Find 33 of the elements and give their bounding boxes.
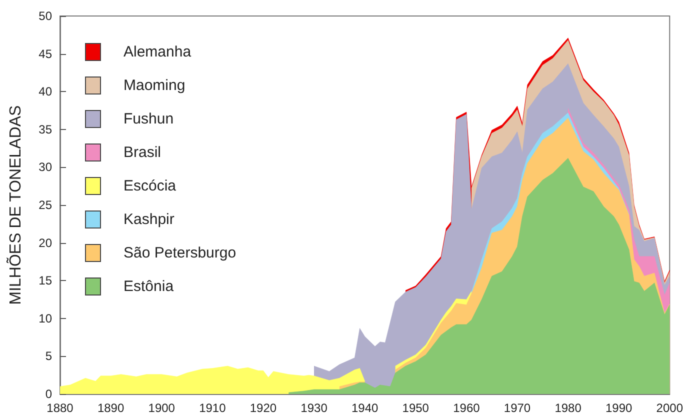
x-tick-label: 1910 <box>199 401 226 415</box>
x-tick-label: 1960 <box>453 401 480 415</box>
x-tick-label: 1880 <box>46 401 74 415</box>
x-tick-label: 1970 <box>504 401 531 415</box>
legend-label: Alemanha <box>124 44 192 60</box>
x-tick-label: 1900 <box>148 401 176 415</box>
y-tick-label: 50 <box>38 9 52 23</box>
x-tick-label: 1930 <box>300 401 328 415</box>
x-tick-label: 1950 <box>402 401 430 415</box>
y-axis-title: MILHÕES DE TONELADAS <box>6 105 24 305</box>
legend-label: Estônia <box>124 278 174 295</box>
x-tick-label: 2000 <box>656 401 684 415</box>
legend-label: Brasil <box>124 144 162 161</box>
y-tick-label: 20 <box>38 236 52 250</box>
y-tick-label: 10 <box>38 311 52 326</box>
legend-label: Escócia <box>124 178 177 194</box>
y-tick-label: 15 <box>38 274 52 288</box>
y-tick-label: 0 <box>45 387 52 401</box>
y-tick-label: 45 <box>38 46 52 61</box>
x-tick-label: 1980 <box>554 401 582 415</box>
y-tick-label: 25 <box>38 198 52 212</box>
legend-label: Maoming <box>124 77 186 94</box>
legend-label: São Petersburgo <box>124 244 236 262</box>
x-tick-label: 1890 <box>97 401 124 415</box>
x-tick-label: 1940 <box>351 401 378 415</box>
y-tick-label: 40 <box>38 84 52 99</box>
legend-label: Fushun <box>124 110 174 128</box>
y-tick-label: 30 <box>38 160 52 174</box>
legend-label: Kashpir <box>124 211 174 228</box>
y-tick-label: 5 <box>45 349 52 364</box>
x-tick-label: 1920 <box>250 401 277 415</box>
y-tick-label: 35 <box>38 122 52 136</box>
x-tick-label: 1990 <box>605 401 633 415</box>
